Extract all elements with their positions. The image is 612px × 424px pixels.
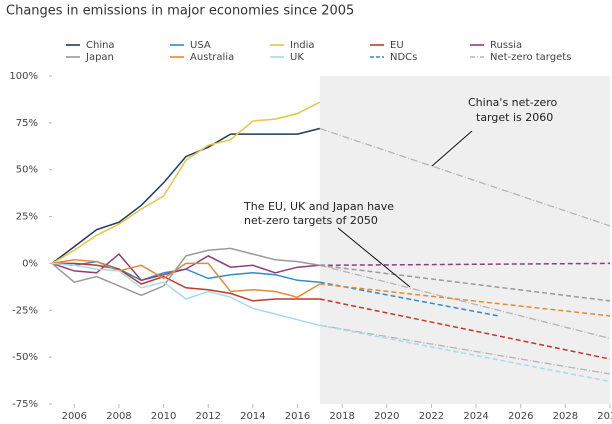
annotation-arrow xyxy=(431,130,473,167)
x-tick-label: 2006 xyxy=(62,411,87,422)
series-line xyxy=(52,262,320,302)
x-tick-label: 2012 xyxy=(196,411,221,422)
series-line xyxy=(51,127,320,264)
annotation: The EU, UK and Japan have xyxy=(243,200,394,213)
y-tick-label: 50% xyxy=(16,165,38,176)
legend-label: Net-zero targets xyxy=(490,52,571,63)
y-tick-label: -50% xyxy=(12,352,38,363)
chart-title: Changes in emissions in major economies … xyxy=(6,4,354,19)
annotation: net-zero targets of 2050 xyxy=(244,214,378,227)
series-line xyxy=(51,253,320,282)
legend-label: EU xyxy=(390,40,404,51)
ndc-line xyxy=(319,324,611,383)
y-tick-label: -75% xyxy=(12,399,38,410)
series-line xyxy=(51,247,320,297)
ndc-line xyxy=(319,262,611,267)
ndc-line xyxy=(319,281,499,317)
net-zero-line xyxy=(319,264,611,340)
x-tick-label: 2024 xyxy=(463,411,488,422)
x-tick-label: 2008 xyxy=(106,411,131,422)
x-tick-label: 2016 xyxy=(285,411,310,422)
legend-label: NDCs xyxy=(390,52,417,63)
x-tick-label: 2018 xyxy=(329,411,354,422)
y-tick-label: 0% xyxy=(22,258,38,269)
legend-label: China xyxy=(86,40,115,51)
annotation: China's net-zero xyxy=(468,96,558,109)
y-tick-label: -25% xyxy=(12,305,38,316)
annotation: target is 2060 xyxy=(476,111,553,124)
annotations: China's net-zero target is 2060 The EU, … xyxy=(243,96,558,288)
net-zero-line xyxy=(319,127,611,227)
legend-label: Australia xyxy=(190,52,234,63)
series-line xyxy=(51,101,321,265)
x-tick-label: 2014 xyxy=(240,411,265,422)
series-line xyxy=(51,258,321,299)
ndc-line xyxy=(319,298,611,360)
projection-area xyxy=(319,76,610,404)
legend-label: Russia xyxy=(490,40,522,51)
x-tick-label: 2010 xyxy=(151,411,176,422)
x-tick-label: 2026 xyxy=(508,411,533,422)
y-tick-label: 100% xyxy=(9,71,38,82)
ndc-line xyxy=(319,264,611,302)
legend-label: India xyxy=(290,40,315,51)
x-tick-label: 2022 xyxy=(419,411,444,422)
net-zero-line xyxy=(319,324,611,375)
x-tick-label: 2028 xyxy=(553,411,578,422)
ndc-line xyxy=(319,283,611,317)
y-tick-label: 25% xyxy=(16,212,38,223)
x-tick-label: 2020 xyxy=(374,411,399,422)
x-tick-label: 2030 xyxy=(597,411,612,422)
annotation-arrow xyxy=(337,227,411,288)
series-line xyxy=(51,262,320,327)
legend-label: Japan xyxy=(85,52,114,63)
y-tick-label: 75% xyxy=(16,118,38,129)
legend-label: UK xyxy=(290,52,304,63)
legend-label: USA xyxy=(190,40,211,51)
